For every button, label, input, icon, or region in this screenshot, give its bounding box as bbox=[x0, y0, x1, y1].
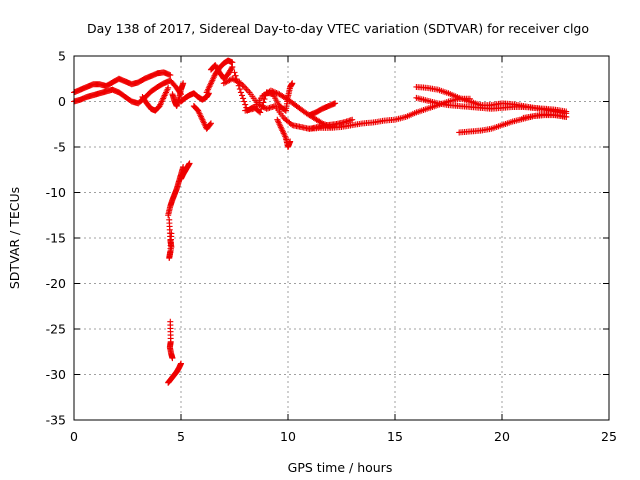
data-point bbox=[178, 360, 184, 367]
series-bump-4.5-5h bbox=[169, 80, 187, 110]
data-point bbox=[332, 100, 339, 107]
data-point bbox=[243, 86, 250, 93]
data-point bbox=[228, 65, 235, 72]
y-tick-label: -15 bbox=[46, 231, 66, 246]
series-low-scattered-4.5h bbox=[166, 216, 175, 262]
data-point bbox=[261, 96, 268, 103]
data-point bbox=[169, 355, 176, 362]
y-tick-label: -25 bbox=[46, 322, 66, 337]
series-spike-9.5-10h bbox=[274, 116, 294, 150]
y-tick-label: -35 bbox=[46, 413, 66, 428]
data-point bbox=[267, 87, 274, 94]
grid-lines bbox=[74, 56, 609, 420]
data-point bbox=[238, 92, 245, 99]
series-low-rise-5-5.4h bbox=[178, 160, 193, 182]
x-tick-label: 25 bbox=[601, 429, 617, 444]
x-tick-label: 20 bbox=[494, 429, 510, 444]
y-tick-label: 0 bbox=[58, 94, 66, 109]
x-axis-label: GPS time / hours bbox=[288, 460, 393, 475]
chart-title: Day 138 of 2017, Sidereal Day-to-day VTE… bbox=[87, 21, 589, 36]
data-point bbox=[165, 84, 172, 91]
y-tick-label: -30 bbox=[46, 367, 66, 382]
data-point bbox=[232, 72, 239, 79]
data-point bbox=[287, 138, 294, 145]
data-point bbox=[168, 230, 175, 237]
x-tick-label: 10 bbox=[280, 429, 296, 444]
series-peak-6.5-7.5h bbox=[207, 62, 236, 82]
series-band-early-upper bbox=[71, 69, 174, 96]
y-tick-label: -20 bbox=[46, 276, 66, 291]
data-point bbox=[231, 69, 238, 76]
data-point bbox=[236, 86, 243, 93]
data-point bbox=[207, 121, 214, 128]
data-points bbox=[71, 57, 570, 386]
y-axis-label: SDTVAR / TECUs bbox=[7, 187, 22, 289]
data-point bbox=[235, 82, 242, 89]
data-point bbox=[289, 80, 296, 87]
x-tick-label: 0 bbox=[70, 429, 78, 444]
data-point bbox=[207, 120, 214, 127]
series-cross-21-23h bbox=[520, 112, 570, 121]
data-point bbox=[186, 160, 193, 167]
data-point bbox=[259, 102, 266, 109]
series-low-bottom-4.4-5h bbox=[165, 360, 184, 386]
series-low-scattered-4.5h-deep bbox=[166, 318, 176, 362]
data-point bbox=[180, 80, 187, 87]
series-branch-3-4h bbox=[139, 84, 172, 114]
axis-ticks: 0 5 10 15 20 25 5 0 -5 -10 -15 -20 -25 -30 -35 bbox=[46, 49, 617, 445]
data-point bbox=[273, 90, 280, 97]
data-point bbox=[258, 106, 265, 113]
series-drop-5.5-6.5h bbox=[190, 103, 214, 132]
series-band-11-16h bbox=[306, 95, 473, 132]
x-tick-label: 5 bbox=[177, 429, 185, 444]
series-upper-7.5-10h bbox=[231, 69, 289, 116]
data-point bbox=[269, 88, 276, 95]
data-point bbox=[234, 79, 241, 86]
data-point bbox=[272, 89, 279, 96]
data-point bbox=[233, 76, 240, 83]
data-point bbox=[257, 109, 264, 116]
data-point bbox=[229, 63, 236, 70]
plot-frame bbox=[73, 55, 610, 421]
series-rise-10h bbox=[282, 80, 296, 114]
data-point bbox=[241, 98, 248, 105]
data-point bbox=[270, 88, 277, 95]
y-tick-label: -5 bbox=[54, 140, 66, 155]
data-point bbox=[563, 113, 570, 120]
data-point bbox=[237, 89, 244, 96]
y-tick-label: 5 bbox=[58, 49, 66, 64]
y-tick-label: -10 bbox=[46, 185, 66, 200]
x-tick-label: 15 bbox=[387, 429, 403, 444]
data-point bbox=[242, 84, 249, 91]
data-point bbox=[240, 95, 247, 102]
series-cluster-11-12h bbox=[306, 100, 339, 119]
series-middle-16-23h bbox=[413, 94, 570, 117]
data-point bbox=[260, 99, 267, 106]
data-point bbox=[167, 72, 174, 79]
data-point bbox=[349, 116, 356, 123]
data-point bbox=[245, 87, 252, 94]
data-point bbox=[240, 83, 247, 90]
data-point bbox=[242, 101, 249, 108]
